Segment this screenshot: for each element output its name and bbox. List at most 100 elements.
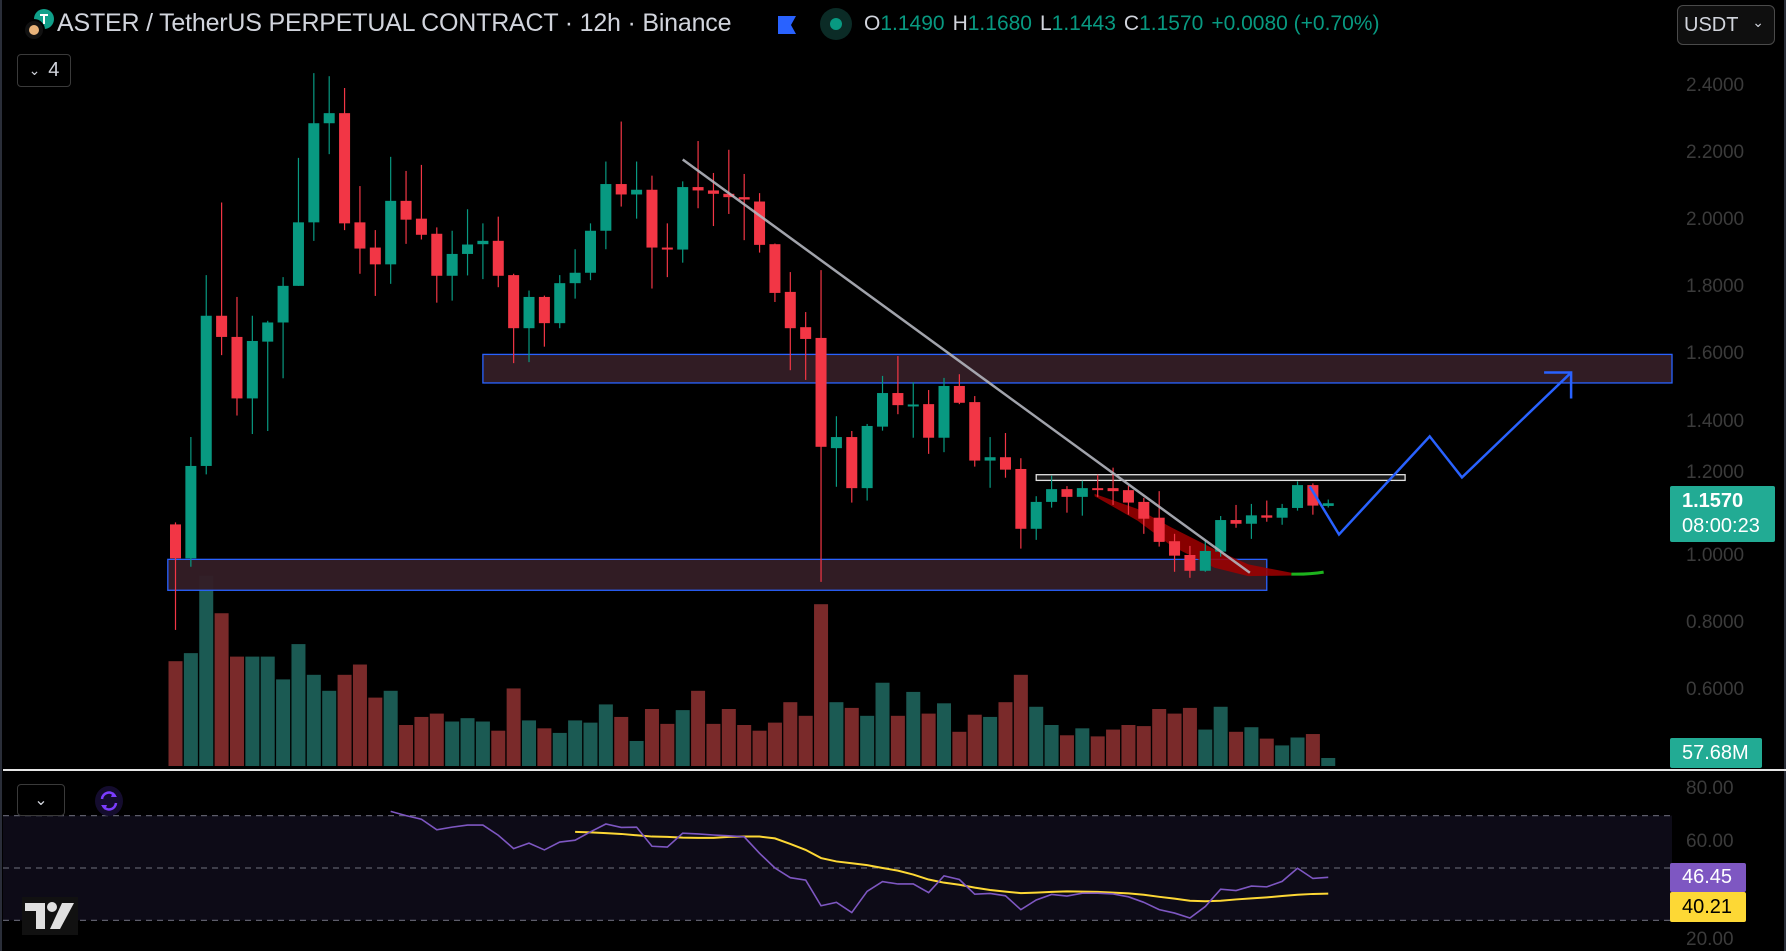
candle-body [1076,488,1088,497]
volume-bar [1167,713,1182,766]
candle [569,249,581,299]
indicator-legend-toggle[interactable]: ⌄ 4 [17,54,71,87]
refresh-icon[interactable] [95,786,123,816]
currency-select[interactable]: USDT ⌄ [1677,5,1775,45]
volume-bar [337,674,352,766]
candle [1122,485,1134,515]
candle [1245,503,1257,539]
candle-body [323,113,335,124]
volume-bar [875,682,890,766]
candle-body [1292,485,1304,508]
last-price-badge: 1.1570 08:00:23 [1670,486,1775,542]
candle [1261,500,1273,522]
volume-bar [921,713,936,766]
candle-body [1015,468,1027,529]
candle-body [492,240,504,276]
candle [738,173,750,241]
candle-body [569,272,581,284]
candle [800,312,812,380]
candle-body [723,193,735,198]
ohlc-legend: O1.1490 H1.1680 L1.1443 C1.1570 +0.0080 … [864,12,1379,36]
candle-body [1092,488,1104,491]
change-value: +0.0080 (+0.70%) [1211,12,1380,35]
candle-body [892,393,904,406]
candle [262,320,274,432]
chart-title[interactable]: ASTER / TetherUS PERPETUAL CONTRACT · 12… [57,9,732,37]
candle [1046,475,1058,508]
volume-bar [1198,729,1213,766]
rsi-pane-collapse-button[interactable]: ⌄ [17,784,65,816]
candle [784,272,796,371]
candle [1322,499,1334,508]
candle-body [231,336,243,399]
candle [1061,486,1073,513]
volume-bar [783,702,798,766]
tradingview-logo-icon [22,897,78,935]
range-box [1035,474,1406,482]
volume-bar [383,690,398,766]
volume-bar [998,702,1013,766]
volume-bar [1244,727,1259,766]
volume-bar [598,704,613,766]
candle-body [584,230,596,273]
volume-bar [522,720,537,766]
volume-bar [906,691,921,766]
high-label: H [952,12,968,35]
candle-body [1230,520,1242,524]
candle-body [877,393,889,427]
candle-body [523,296,535,329]
projection-arrowhead-icon [1544,371,1573,399]
candle [1230,504,1242,528]
candle [200,275,212,475]
candle [1153,491,1165,547]
volume-bar [937,703,951,766]
chevron-down-icon: ⌄ [34,792,48,809]
candle-body [953,385,965,403]
candle [646,175,658,289]
candle-body [861,425,873,489]
volume-bar [352,664,367,766]
candle-body [446,253,458,276]
candle-body [769,244,781,293]
candle [1138,497,1150,534]
candle [185,437,197,567]
candle-body [923,404,935,438]
volume-bar [860,715,875,766]
candle [277,277,289,379]
candle-body [815,337,827,447]
candle-body [1307,485,1319,506]
flag-icon[interactable] [778,16,796,34]
close-value: 1.1570 [1139,12,1204,35]
candle [815,270,827,582]
left-border [0,0,2,951]
volume-bar [491,730,506,766]
volume-bar [829,702,844,766]
volume-bar [414,716,429,766]
candle-body [170,524,181,559]
candle [246,315,258,435]
right-border [1784,0,1786,951]
volume-bar [952,731,967,766]
candle-body [800,327,812,339]
candle-body [246,340,258,399]
volume-bar [245,656,260,766]
volume-bar [1213,706,1228,766]
price-tick-label: 1.8000 [1686,276,1745,298]
volume-bar [1044,724,1059,766]
candle-body [1276,507,1288,518]
market-status-icon[interactable] [820,8,852,40]
candle [677,181,689,263]
volume-bar [967,714,982,766]
volume-bar [1090,736,1105,766]
volume-bar [1059,735,1074,766]
candle [584,223,596,281]
rsi-band [3,815,1672,921]
pane-separator[interactable] [3,769,1786,771]
trendline [681,158,1251,574]
volume-bar [706,723,721,766]
candle-body [354,222,366,249]
volume-bar [644,709,659,766]
candle [508,273,520,364]
volume-bar [1029,706,1044,766]
